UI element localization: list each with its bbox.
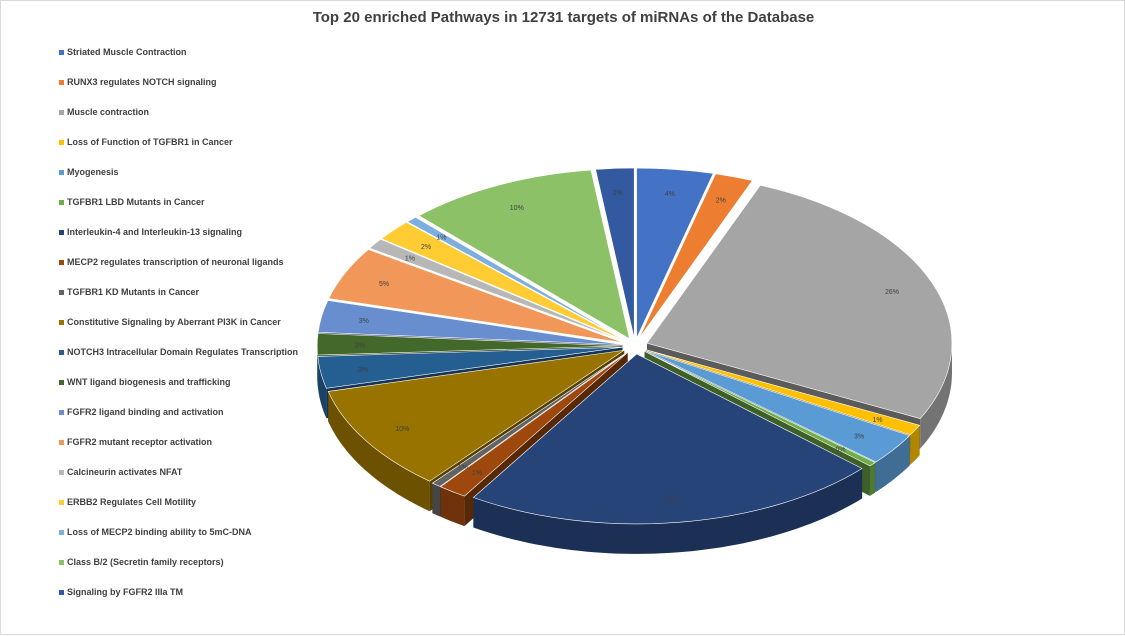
legend-label: TGFBR1 LBD Mutants in Cancer [67, 197, 205, 207]
legend-label: RUNX3 regulates NOTCH signaling [67, 77, 217, 87]
data-label: 4% [665, 191, 675, 198]
legend-item: Myogenesis [59, 157, 298, 187]
data-label: 0% [836, 447, 846, 454]
legend-item: Loss of Function of TGFBR1 in Cancer [59, 127, 298, 157]
legend-swatch [59, 320, 64, 325]
legend-swatch [59, 80, 64, 85]
legend-label: ERBB2 Regulates Cell Motility [67, 497, 196, 507]
pie-slice-side [870, 463, 875, 496]
data-label: 2% [716, 198, 726, 205]
legend-label: Class B/2 (Secretin family receptors) [67, 557, 224, 567]
data-label: 22% [665, 497, 679, 504]
legend-swatch [59, 500, 64, 505]
legend-swatch [59, 290, 64, 295]
legend-swatch [59, 50, 64, 55]
legend-label: Striated Muscle Contraction [67, 47, 187, 57]
legend-item: Calcineurin activates NFAT [59, 457, 298, 487]
chart-title: Top 20 enriched Pathways in 12731 target… [1, 9, 1125, 26]
legend-label: WNT ligand biogenesis and trafficking [67, 377, 231, 387]
pie-slice-side [432, 483, 440, 516]
legend-swatch [59, 440, 64, 445]
legend-item: MECP2 regulates transcription of neurona… [59, 247, 298, 277]
data-label: 2% [613, 190, 623, 197]
legend-swatch [59, 110, 64, 115]
data-label: 3% [854, 433, 864, 440]
legend-swatch [59, 140, 64, 145]
legend-swatch [59, 470, 64, 475]
legend-item: Loss of MECP2 binding ability to 5mC-DNA [59, 517, 298, 547]
legend-label: Myogenesis [67, 167, 119, 177]
legend-label: Constitutive Signaling by Aberrant PI3K … [67, 317, 281, 327]
legend-item: TGFBR1 LBD Mutants in Cancer [59, 187, 298, 217]
data-label: 2% [355, 343, 365, 350]
legend-item: Class B/2 (Secretin family receptors) [59, 547, 298, 577]
pie-tops [317, 168, 952, 524]
legend-swatch [59, 350, 64, 355]
legend-label: FGFR2 ligand binding and activation [67, 407, 224, 417]
legend-swatch [59, 380, 64, 385]
legend-swatch [59, 530, 64, 535]
legend-item: RUNX3 regulates NOTCH signaling [59, 67, 298, 97]
legend-item: WNT ligand biogenesis and trafficking [59, 367, 298, 397]
legend-swatch [59, 560, 64, 565]
data-label: 26% [885, 289, 899, 296]
legend-item: Constitutive Signaling by Aberrant PI3K … [59, 307, 298, 337]
data-label: 3% [358, 367, 368, 374]
legend-label: MECP2 regulates transcription of neurona… [67, 257, 284, 267]
legend-item: ERBB2 Regulates Cell Motility [59, 487, 298, 517]
legend-label: Loss of MECP2 binding ability to 5mC-DNA [67, 527, 252, 537]
data-label: 1% [436, 234, 446, 241]
legend-swatch [59, 170, 64, 175]
data-label: 3% [359, 318, 369, 325]
legend: Striated Muscle Contraction RUNX3 regulat… [59, 37, 298, 607]
legend-label: Signaling by FGFR2 IIIa TM [67, 587, 183, 597]
data-label: 1% [872, 417, 882, 424]
legend-item: TGFBR1 KD Mutants in Cancer [59, 277, 298, 307]
legend-item: Muscle contraction [59, 97, 298, 127]
legend-label: Muscle contraction [67, 107, 149, 117]
legend-swatch [59, 230, 64, 235]
legend-label: FGFR2 mutant receptor activation [67, 437, 212, 447]
legend-swatch [59, 410, 64, 415]
legend-swatch [59, 590, 64, 595]
data-label: 10% [395, 426, 409, 433]
legend-label: Calcineurin activates NFAT [67, 467, 182, 477]
legend-label: TGFBR1 KD Mutants in Cancer [67, 287, 199, 297]
legend-item: Striated Muscle Contraction [59, 37, 298, 67]
legend-item: Interleukin-4 and Interleukin-13 signali… [59, 217, 298, 247]
data-label: 2% [421, 244, 431, 251]
legend-label: NOTCH3 Intracellular Domain Regulates Tr… [67, 347, 298, 357]
data-label: 1% [472, 470, 482, 477]
legend-swatch [59, 200, 64, 205]
legend-item: FGFR2 ligand binding and activation [59, 397, 298, 427]
legend-label: Interleukin-4 and Interleukin-13 signali… [67, 227, 242, 237]
legend-label: Loss of Function of TGFBR1 in Cancer [67, 137, 233, 147]
legend-item: Signaling by FGFR2 IIIa TM [59, 577, 298, 607]
legend-item: NOTCH3 Intracellular Domain Regulates Tr… [59, 337, 298, 367]
data-label: 1% [405, 255, 415, 262]
legend-swatch [59, 260, 64, 265]
data-label: 1% [458, 464, 468, 471]
data-label: 5% [379, 281, 389, 288]
legend-item: FGFR2 mutant receptor activation [59, 427, 298, 457]
data-label: 10% [510, 205, 524, 212]
